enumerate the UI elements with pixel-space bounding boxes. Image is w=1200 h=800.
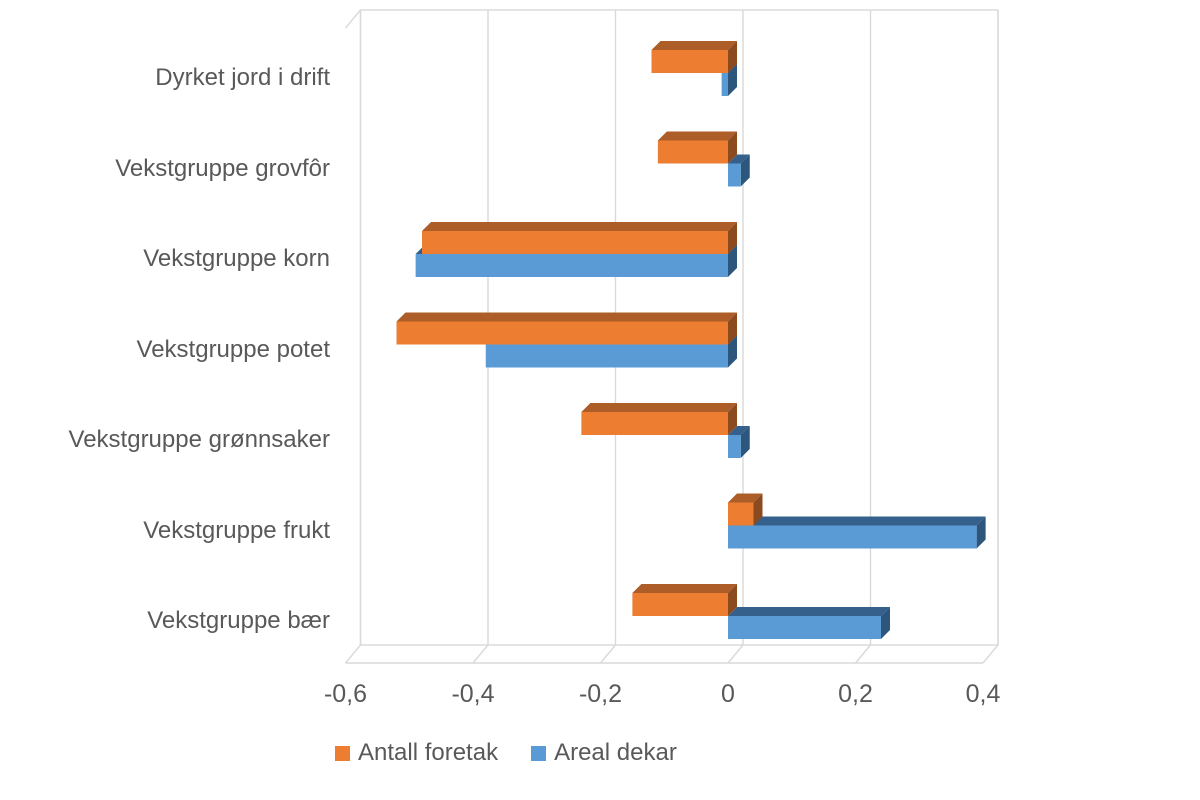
bar-areal-dekar-top: [728, 426, 750, 435]
tick-label: -0,4: [451, 680, 495, 708]
bar-areal-dekar-top: [728, 607, 890, 616]
bar-areal-dekar: [728, 435, 741, 458]
bar-areal-dekar: [728, 525, 977, 549]
floor-tick-mark: [982, 644, 999, 664]
bar-areal-dekar-end: [728, 64, 737, 96]
bar-antall-foretak: [396, 321, 728, 345]
floor-tick-mark: [854, 644, 872, 664]
category-label: Dyrket jord i drift: [155, 64, 330, 91]
bar-areal-dekar-end: [728, 335, 737, 368]
bar-antall-foretak-top: [422, 222, 737, 231]
bar-areal-dekar: [728, 616, 881, 639]
left-wall-top-edge: [344, 9, 362, 29]
bar-antall-foretak-end: [753, 493, 763, 526]
bar-areal-dekar-end: [881, 607, 890, 639]
floor-tick-mark: [599, 644, 617, 664]
tick-label: 0,4: [965, 680, 1001, 708]
bar-antall-foretak-top: [396, 312, 737, 322]
chart-legend: Antall foretak Areal dekar: [335, 739, 677, 767]
category-label: Vekstgruppe grønnsaker: [68, 426, 330, 453]
category-label: Vekstgruppe grovfôr: [115, 154, 330, 182]
bar-areal-dekar-top: [728, 516, 986, 526]
bar-areal-dekar: [728, 163, 741, 187]
legend-item-antall-foretak: Antall foretak: [335, 739, 498, 767]
bar-antall-foretak-top: [581, 403, 737, 412]
bar-antall-foretak: [632, 593, 728, 616]
tick-label: 0,2: [838, 680, 873, 708]
legend-swatch-orange: [335, 745, 350, 761]
bar-areal-dekar-end: [728, 245, 737, 277]
bar-antall-foretak: [651, 50, 728, 73]
tick-label: 0: [721, 680, 735, 708]
bar-antall-foretak-top: [728, 493, 763, 503]
bar-areal-dekar-end: [740, 426, 750, 458]
bar-areal-dekar-end: [740, 154, 750, 187]
bar-antall-foretak-end: [728, 584, 737, 616]
bar-antall-foretak: [581, 412, 728, 435]
bar-antall-foretak: [422, 231, 728, 254]
category-label: Vekstgruppe korn: [143, 245, 330, 272]
bar-antall-foretak-end: [728, 41, 737, 73]
bar-antall-foretak: [728, 502, 754, 526]
tick-label: -0,2: [578, 680, 623, 708]
legend-item-areal-dekar: Areal dekar: [531, 739, 677, 767]
category-label: Vekstgruppe frukt: [143, 516, 330, 544]
bar-antall-foretak-top: [632, 584, 737, 593]
bar-areal-dekar: [485, 344, 728, 368]
floor-tick-mark: [344, 644, 362, 664]
bar-antall-foretak-end: [728, 403, 737, 435]
bar-antall-foretak-end: [728, 131, 737, 164]
bar-antall-foretak-top: [651, 41, 737, 50]
bar-areal-dekar: [415, 254, 728, 277]
bar-areal-dekar: [721, 73, 728, 96]
tick-label: -0,6: [323, 680, 368, 708]
legend-swatch-blue: [531, 745, 547, 761]
legend-label-antall-foretak: Antall foretak: [358, 739, 499, 766]
bar-antall-foretak: [657, 140, 728, 164]
bar-antall-foretak-end: [728, 312, 737, 345]
floor-tick-mark: [727, 644, 744, 664]
bar-areal-dekar-end: [976, 516, 986, 549]
category-label: Vekstgruppe potet: [136, 335, 330, 363]
category-label: Vekstgruppe bær: [147, 607, 330, 634]
bar-antall-foretak-end: [728, 222, 737, 254]
bar-areal-dekar-top: [728, 154, 750, 164]
legend-label-areal-dekar: Areal dekar: [554, 739, 677, 766]
bar-antall-foretak-top: [657, 131, 737, 141]
floor-tick-mark: [472, 644, 489, 664]
